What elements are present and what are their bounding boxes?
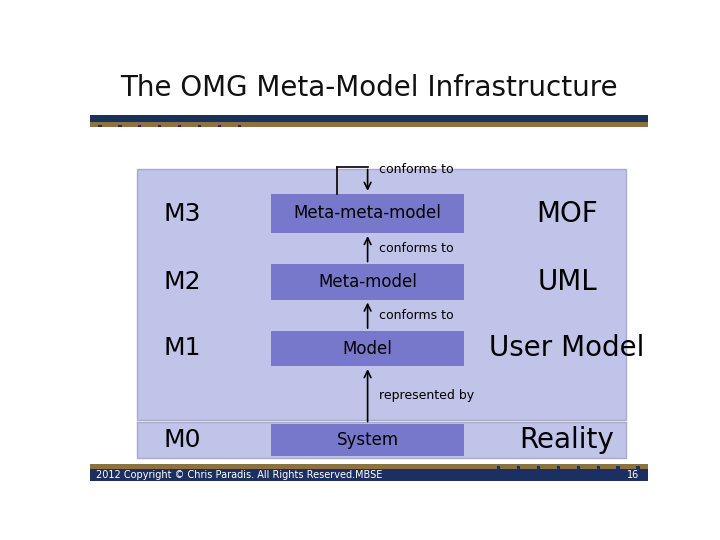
Bar: [99, 125, 102, 127]
Bar: [118, 125, 122, 127]
Text: Meta-meta-model: Meta-meta-model: [294, 205, 441, 222]
Bar: [557, 467, 560, 469]
Bar: [218, 125, 221, 127]
Bar: [271, 194, 464, 233]
Text: conforms to: conforms to: [379, 309, 454, 322]
Bar: [90, 469, 648, 481]
Text: MBSE: MBSE: [355, 470, 383, 480]
Bar: [138, 422, 626, 458]
Text: MOF: MOF: [536, 200, 598, 228]
Text: Reality: Reality: [520, 426, 614, 454]
Text: The OMG Meta-Model Infrastructure: The OMG Meta-Model Infrastructure: [120, 73, 618, 102]
Bar: [198, 125, 202, 127]
Text: conforms to: conforms to: [379, 164, 454, 177]
Bar: [596, 467, 600, 469]
Text: User Model: User Model: [490, 334, 645, 362]
Text: M0: M0: [163, 428, 201, 453]
Bar: [577, 467, 580, 469]
Text: Meta-model: Meta-model: [318, 273, 417, 291]
Bar: [158, 125, 161, 127]
Text: M3: M3: [163, 201, 201, 226]
Bar: [517, 467, 520, 469]
Bar: [616, 467, 620, 469]
Bar: [636, 467, 639, 469]
Text: M1: M1: [163, 336, 201, 360]
Text: Model: Model: [343, 340, 392, 357]
Bar: [90, 464, 648, 469]
Bar: [271, 265, 464, 300]
Bar: [178, 125, 181, 127]
Text: 2012 Copyright © Chris Paradis. All Rights Reserved.: 2012 Copyright © Chris Paradis. All Righ…: [96, 470, 355, 480]
Text: represented by: represented by: [379, 389, 474, 402]
Bar: [90, 122, 648, 127]
Bar: [90, 114, 648, 122]
Bar: [138, 168, 626, 420]
Bar: [271, 331, 464, 366]
Bar: [238, 125, 241, 127]
Bar: [536, 467, 540, 469]
Text: 16: 16: [627, 470, 639, 480]
Text: conforms to: conforms to: [379, 242, 454, 255]
Bar: [497, 467, 500, 469]
Text: M2: M2: [163, 270, 201, 294]
Bar: [138, 125, 142, 127]
Text: UML: UML: [537, 268, 597, 296]
Bar: [271, 424, 464, 456]
Text: System: System: [336, 431, 399, 449]
